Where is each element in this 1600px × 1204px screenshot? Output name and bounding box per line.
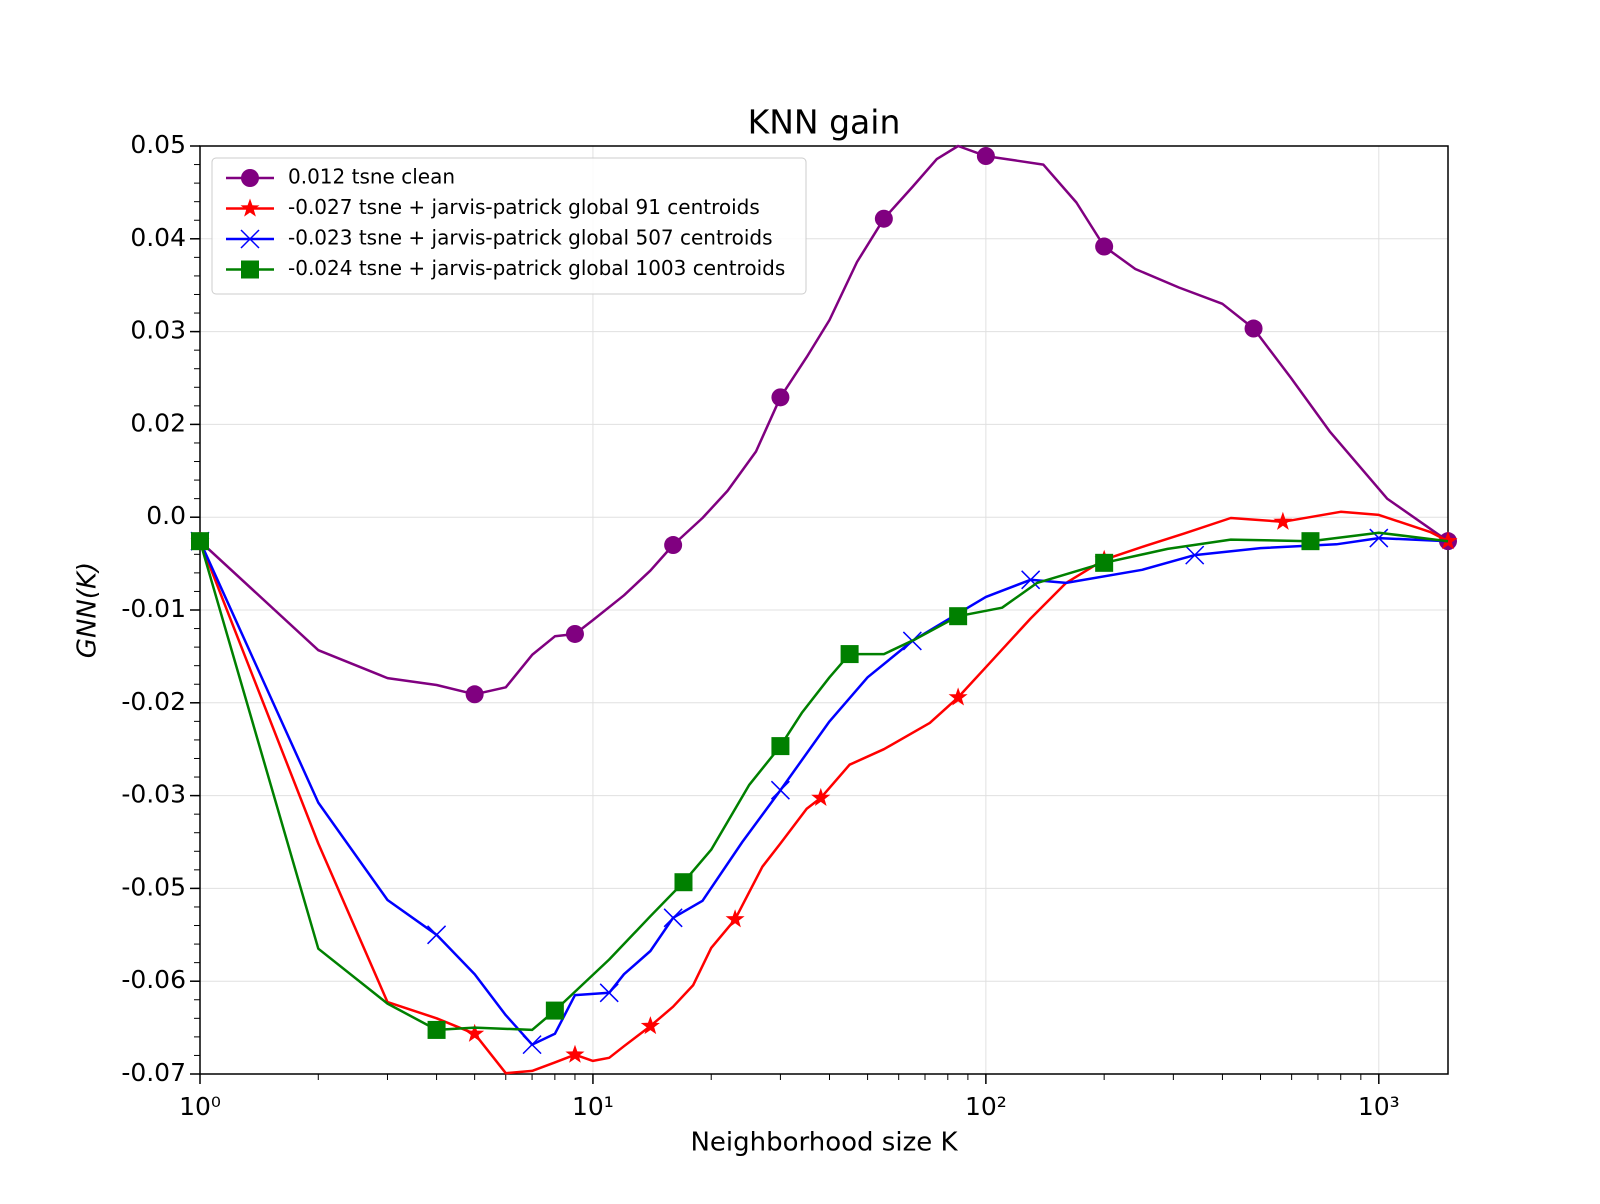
x-tick-label: 10²: [965, 1092, 1007, 1121]
marker: [674, 873, 693, 892]
y-tick-label: 0.02: [130, 408, 186, 437]
marker: [545, 1001, 564, 1020]
y-axis-label: GNN(K): [73, 562, 103, 658]
series-line: [198, 510, 1449, 1075]
marker: [427, 925, 447, 945]
marker: [725, 909, 745, 928]
legend-label: -0.024 tsne + jarvis-patrick global 1003…: [288, 256, 785, 280]
marker: [770, 780, 790, 800]
marker: [191, 532, 209, 551]
legend-marker: [240, 229, 260, 249]
chart-title: KNN gain: [748, 103, 901, 142]
marker: [948, 687, 968, 706]
marker: [1369, 528, 1389, 548]
marker: [1095, 237, 1114, 256]
legend-label: 0.012 tsne clean: [288, 165, 455, 189]
plot-area: [190, 144, 1458, 1075]
marker: [1301, 532, 1320, 551]
series-line: [199, 144, 1449, 696]
marker: [771, 737, 790, 756]
series-line: [198, 536, 1449, 1046]
marker: [522, 1035, 542, 1055]
marker: [874, 209, 893, 228]
y-tick-label: -0.03: [121, 780, 186, 809]
marker: [565, 624, 584, 643]
y-tick-label: 0.04: [130, 223, 186, 252]
y-tick-label: -0.01: [121, 594, 186, 623]
legend: 0.012 tsne clean -0.027 tsne + jarvis-pat…: [211, 157, 807, 295]
x-tick-label: 10¹: [572, 1092, 614, 1121]
marker: [1021, 570, 1041, 590]
marker: [949, 607, 968, 626]
marker: [771, 388, 790, 407]
y-tick-label: -0.02: [121, 687, 186, 716]
marker: [427, 1020, 446, 1039]
x-tick-label: 10³: [1358, 1092, 1400, 1121]
x-tick-label: 10⁰: [179, 1092, 221, 1121]
marker: [664, 536, 683, 555]
y-tick-label: -0.05: [121, 872, 186, 901]
y-tick-label: 0.03: [130, 316, 186, 345]
marker: [599, 983, 619, 1003]
y-tick-label: -0.07: [121, 1058, 186, 1087]
series-line: [198, 531, 1449, 1032]
marker: [565, 1044, 585, 1063]
plot-frame: [199, 145, 1449, 1075]
legend-label: -0.023 tsne + jarvis-patrick global 507 …: [288, 226, 773, 250]
marker: [1185, 545, 1205, 565]
legend-marker: [241, 169, 259, 187]
marker: [1244, 319, 1263, 338]
y-tick-label: 0.05: [130, 130, 186, 159]
marker: [640, 1016, 660, 1035]
x-axis-label: Neighborhood size K: [690, 1128, 958, 1158]
marker: [840, 645, 859, 664]
marker: [976, 147, 995, 166]
legend-marker: [240, 198, 260, 217]
marker: [465, 685, 484, 704]
marker: [465, 1023, 485, 1042]
marker: [663, 908, 683, 928]
marker: [1273, 511, 1293, 530]
marker: [1095, 553, 1114, 572]
legend-marker: [241, 260, 259, 279]
legend-label: -0.027 tsne + jarvis-patrick global 91 c…: [288, 195, 760, 219]
legend-box: [211, 157, 807, 295]
y-tick-label: 0.0: [146, 501, 186, 530]
y-tick-label: -0.06: [121, 965, 186, 994]
marker: [811, 787, 831, 806]
